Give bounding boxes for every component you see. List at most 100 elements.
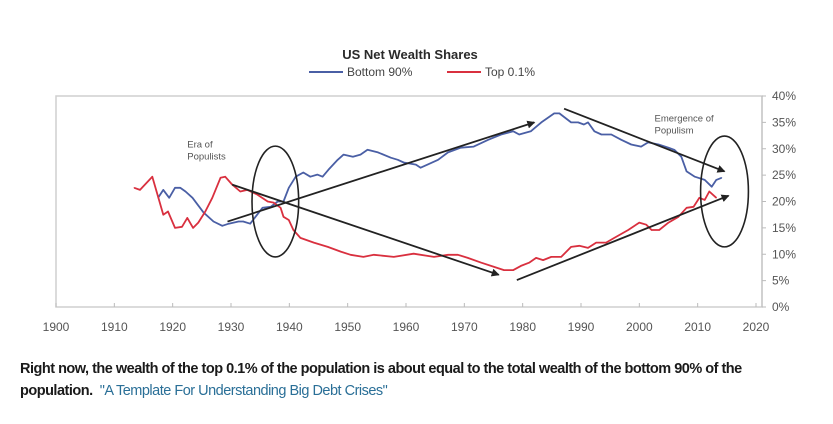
data-point bbox=[686, 170, 688, 172]
y-tick-label: 20% bbox=[772, 195, 796, 209]
data-point bbox=[350, 254, 352, 256]
data-point bbox=[600, 133, 603, 136]
data-point bbox=[587, 121, 589, 123]
data-point bbox=[403, 161, 405, 164]
data-point bbox=[238, 220, 240, 223]
data-point bbox=[273, 202, 275, 204]
data-point bbox=[427, 164, 429, 166]
data-point bbox=[512, 269, 514, 271]
data-point bbox=[560, 256, 562, 258]
data-point bbox=[337, 159, 339, 161]
data-point bbox=[605, 242, 607, 244]
data-point bbox=[437, 159, 439, 161]
data-point bbox=[680, 156, 682, 158]
data-point bbox=[645, 224, 647, 226]
data-point bbox=[627, 229, 629, 231]
data-point bbox=[493, 266, 495, 268]
data-point bbox=[577, 121, 579, 123]
x-tick-label: 1970 bbox=[451, 320, 478, 334]
data-point bbox=[359, 154, 362, 156]
x-tick-label: 1950 bbox=[334, 320, 361, 334]
data-point bbox=[415, 164, 417, 166]
data-point bbox=[704, 179, 706, 181]
data-point bbox=[181, 226, 183, 228]
data-point bbox=[267, 200, 269, 203]
data-point bbox=[219, 177, 222, 179]
y-tick-label: 40% bbox=[772, 89, 796, 103]
data-point bbox=[715, 179, 717, 181]
highlight-ellipse bbox=[699, 135, 750, 248]
data-point bbox=[535, 257, 537, 259]
trend-arrow bbox=[563, 107, 726, 173]
data-point bbox=[620, 139, 622, 141]
data-point bbox=[366, 149, 369, 151]
data-point bbox=[704, 199, 706, 201]
data-point bbox=[583, 123, 585, 126]
x-tick-label: 1930 bbox=[218, 320, 245, 334]
data-point bbox=[288, 187, 290, 189]
data-point bbox=[640, 146, 642, 148]
data-point bbox=[277, 200, 279, 203]
data-point bbox=[377, 151, 379, 153]
legend: Bottom 90% Top 0.1% bbox=[309, 65, 535, 79]
x-tick-label: 2000 bbox=[626, 320, 653, 334]
data-point bbox=[249, 223, 251, 225]
data-point bbox=[191, 197, 194, 199]
x-tick-label: 1980 bbox=[509, 320, 536, 334]
data-point bbox=[413, 253, 415, 255]
y-axis: 0% 5% 10% 15% 20% 25% 30% 35% 40% bbox=[761, 89, 796, 314]
data-point bbox=[313, 242, 315, 244]
data-point bbox=[686, 207, 688, 209]
data-point bbox=[327, 169, 329, 171]
series-line-bottom-90 bbox=[157, 112, 722, 227]
data-point bbox=[327, 246, 329, 248]
source-link[interactable]: "A Template For Understanding Big Debt C… bbox=[99, 383, 388, 399]
data-point bbox=[239, 190, 241, 193]
data-point bbox=[299, 237, 301, 239]
y-tick-label: 10% bbox=[772, 247, 796, 261]
data-point bbox=[673, 149, 675, 151]
data-point bbox=[447, 254, 449, 256]
data-point bbox=[186, 217, 188, 219]
data-point bbox=[708, 190, 710, 193]
wealth-shares-chart: US Net Wealth Shares Bottom 90% Top 0.1%… bbox=[43, 47, 797, 334]
x-tick-label: 1910 bbox=[101, 320, 128, 334]
data-point bbox=[658, 229, 660, 231]
data-point bbox=[204, 210, 206, 213]
data-point bbox=[553, 112, 555, 114]
data-point bbox=[698, 197, 701, 199]
data-point bbox=[540, 121, 542, 123]
y-tick-label: 25% bbox=[772, 168, 796, 182]
data-point bbox=[228, 223, 230, 225]
data-point bbox=[167, 210, 169, 213]
data-point bbox=[192, 227, 194, 229]
data-point bbox=[397, 159, 399, 161]
data-point bbox=[638, 222, 640, 224]
data-point bbox=[518, 133, 520, 136]
trend-arrow bbox=[516, 194, 730, 281]
data-point bbox=[280, 207, 282, 209]
data-point bbox=[715, 197, 717, 199]
y-tick-label: 0% bbox=[772, 300, 790, 314]
data-point bbox=[343, 154, 345, 156]
x-tick-label: 1900 bbox=[43, 320, 70, 334]
data-point bbox=[151, 176, 153, 178]
x-axis: 1900 1910 1920 1930 1940 1950 1960 1970 1980 1990… bbox=[43, 303, 770, 334]
data-point bbox=[197, 222, 199, 224]
trend-arrow bbox=[227, 120, 536, 223]
data-point bbox=[179, 187, 181, 189]
data-point bbox=[390, 157, 392, 159]
x-tick-label: 1940 bbox=[276, 320, 303, 334]
x-tick-label: 1960 bbox=[393, 320, 420, 334]
data-point bbox=[309, 176, 311, 178]
x-tick-label: 2020 bbox=[743, 320, 770, 334]
data-point bbox=[254, 216, 257, 218]
data-point bbox=[530, 130, 532, 132]
data-point bbox=[460, 147, 462, 149]
data-point bbox=[224, 176, 226, 178]
data-point bbox=[174, 187, 176, 189]
legend-label-top-01: Top 0.1% bbox=[485, 65, 535, 79]
data-point bbox=[721, 177, 723, 179]
data-point bbox=[362, 256, 364, 258]
